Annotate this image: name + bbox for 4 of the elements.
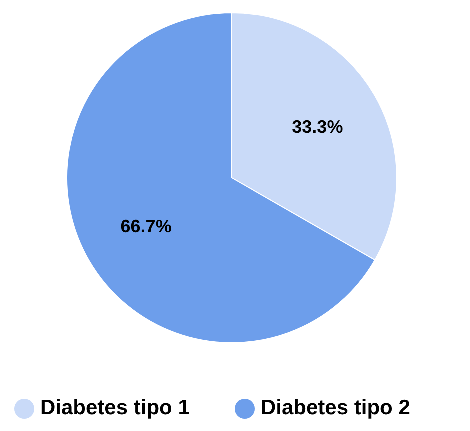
data-label: 33.3% [292,117,344,138]
legend-label: Diabetes tipo 2 [261,396,410,420]
legend-label: Diabetes tipo 1 [40,396,190,420]
data-label: 66.7% [120,216,172,236]
